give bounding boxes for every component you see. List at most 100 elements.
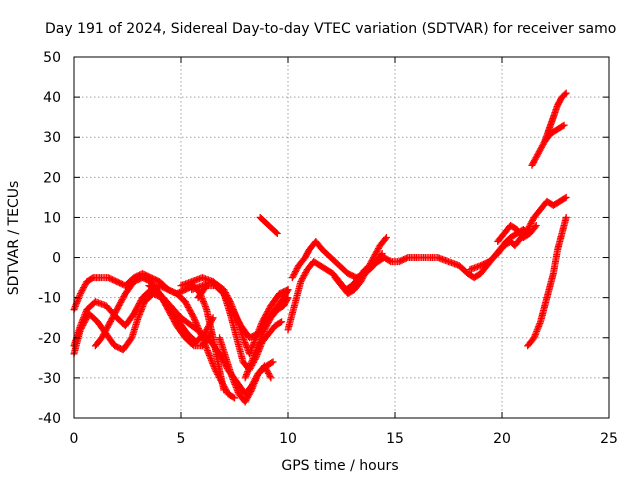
y-tick-label: -10 (38, 291, 61, 307)
data-point (360, 272, 368, 280)
y-tick-label: -40 (38, 411, 61, 427)
data-point (207, 330, 215, 338)
data-point (531, 223, 539, 231)
data-point (265, 317, 273, 325)
data-point (189, 312, 197, 320)
series-arc-16 (494, 221, 540, 246)
data-point (298, 276, 306, 284)
data-point (218, 378, 226, 386)
data-point (216, 375, 224, 383)
x-axis-label: GPS time / hours (281, 458, 398, 474)
data-point (243, 395, 251, 403)
data-point (283, 295, 291, 303)
data-point (532, 221, 540, 229)
data-point (241, 398, 249, 406)
data-point (219, 381, 227, 389)
series-arc-18 (541, 89, 570, 145)
data-point (526, 221, 534, 229)
data-point (534, 151, 542, 159)
data-point (214, 370, 222, 378)
series-arc-12 (284, 225, 532, 334)
y-tick-label: 40 (43, 90, 61, 106)
data-point (269, 358, 277, 366)
data-point (362, 267, 370, 275)
data-point (215, 373, 223, 381)
data-point (268, 359, 276, 367)
data-point (267, 374, 275, 382)
data-point (364, 264, 372, 272)
data-point (559, 122, 567, 130)
series-arc-19 (524, 213, 570, 350)
data-point (218, 379, 226, 387)
data-point (300, 272, 308, 280)
data-point (260, 362, 268, 370)
data-point (244, 393, 252, 401)
data-point (245, 390, 253, 398)
data-point (289, 272, 297, 280)
data-point (291, 269, 299, 277)
data-point (299, 273, 307, 281)
data-point (273, 229, 281, 237)
data-point (365, 263, 373, 271)
data-point (222, 385, 230, 393)
data-point (530, 157, 538, 165)
plot-frame (73, 56, 610, 419)
data-point (247, 387, 255, 395)
data-point (357, 278, 365, 286)
x-tick-label: 20 (493, 431, 511, 447)
data-point (98, 334, 106, 342)
y-axis-label: SDTVAR / TECUs (6, 181, 22, 296)
data-point (220, 382, 228, 390)
data-point (221, 384, 229, 392)
data-point (367, 258, 375, 266)
data-point (264, 320, 272, 328)
data-point (288, 274, 296, 282)
data-point (358, 275, 366, 283)
data-point (560, 121, 568, 129)
data-point (371, 251, 379, 259)
data-point (263, 321, 271, 329)
data-point (528, 216, 536, 224)
data-point (561, 194, 569, 202)
data-point (363, 266, 371, 274)
data-point (292, 266, 300, 274)
data-point (382, 234, 390, 241)
data-point (260, 326, 268, 334)
data-point (359, 273, 367, 281)
y-tick-label: 20 (43, 170, 61, 186)
data-point (80, 282, 88, 290)
x-tick-label: 10 (279, 431, 297, 447)
data-point (290, 271, 298, 279)
data-point (527, 219, 535, 227)
data-point (372, 249, 380, 257)
data-point (538, 143, 546, 151)
data-point (284, 286, 292, 294)
data-point (370, 254, 378, 262)
data-point (208, 315, 216, 323)
data-point (99, 331, 107, 339)
data-point (80, 284, 88, 292)
data-point (231, 394, 238, 402)
data-point (381, 235, 389, 243)
data-point (537, 145, 545, 153)
data-point (261, 363, 269, 371)
data-point (532, 154, 540, 162)
data-point (378, 250, 386, 258)
data-point (374, 245, 382, 253)
series-arc-11 (256, 213, 281, 237)
data-point (264, 368, 272, 376)
series-arc-10 (241, 294, 292, 382)
data-point (528, 161, 536, 169)
data-point (278, 318, 286, 326)
y-tick-label: 50 (43, 50, 61, 66)
data-point (538, 142, 546, 150)
data-point (100, 329, 108, 337)
y-tick-label: 30 (43, 130, 61, 146)
data-point (262, 323, 270, 331)
x-tick-label: 25 (600, 431, 618, 447)
data-series (70, 89, 570, 406)
y-tick-label: 0 (52, 251, 61, 267)
data-point (291, 268, 299, 276)
data-point (369, 255, 377, 263)
data-point (530, 158, 538, 166)
